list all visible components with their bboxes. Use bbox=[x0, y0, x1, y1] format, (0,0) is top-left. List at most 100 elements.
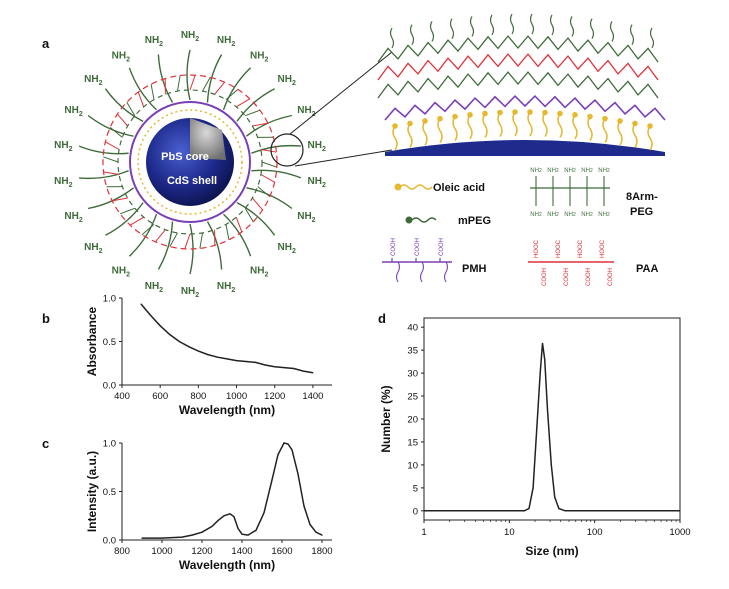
y-tick-label: 30 bbox=[407, 369, 418, 380]
y-axis-label: Intensity (a.u.) bbox=[85, 451, 99, 532]
amine-label: NH2 bbox=[181, 286, 199, 299]
peg-arm bbox=[246, 188, 292, 209]
peg-tail bbox=[571, 16, 574, 36]
pmh-backbone bbox=[385, 96, 665, 120]
x-tick-label: 1200 bbox=[191, 546, 212, 557]
x-axis-label: Size (nm) bbox=[525, 544, 578, 558]
y-tick-label: 20 bbox=[407, 415, 418, 426]
data-point bbox=[141, 538, 142, 539]
shell-label: CdS shell bbox=[167, 175, 217, 187]
peg8-amine-label: NH2 bbox=[547, 168, 559, 174]
amine-label: NH2 bbox=[297, 211, 315, 224]
peg-tail bbox=[511, 14, 514, 34]
data-point bbox=[150, 315, 151, 316]
peg-arm bbox=[129, 214, 156, 256]
y-tick-label: 0.0 bbox=[103, 381, 116, 392]
legend-paa: PAA bbox=[636, 263, 658, 275]
data-point bbox=[283, 442, 284, 443]
x-tick-label: 1400 bbox=[231, 546, 252, 557]
peg-tail bbox=[391, 28, 394, 48]
data-point bbox=[160, 325, 161, 326]
crosslink-tick bbox=[105, 142, 119, 150]
amine-label: NH2 bbox=[308, 176, 326, 189]
peg8-amine-label: NH2 bbox=[564, 212, 576, 218]
data-point bbox=[169, 334, 170, 335]
legend-8arm-peg-line2: PEG bbox=[630, 206, 653, 218]
amine-label: NH2 bbox=[54, 140, 72, 153]
x-tick-label: 800 bbox=[114, 546, 130, 557]
plot-frame bbox=[424, 318, 680, 520]
crosslink-tick bbox=[262, 162, 277, 167]
pmh-tail bbox=[397, 262, 400, 282]
data-point bbox=[554, 496, 555, 497]
y-tick-label: 25 bbox=[407, 392, 418, 403]
legend-mpeg: mPEG bbox=[458, 215, 491, 227]
mpeg-head-icon bbox=[406, 217, 413, 224]
data-point bbox=[544, 359, 545, 360]
crosslink-tick bbox=[155, 230, 165, 242]
schematic-legend: Oleic acid mPEG NH2NH2NH2NH2NH2NH2NH2NH2… bbox=[382, 168, 658, 286]
oleic-acid-icon bbox=[400, 185, 432, 189]
y-tick-label: 1.0 bbox=[103, 294, 116, 305]
data-point bbox=[271, 479, 272, 480]
crosslink-tick bbox=[245, 110, 260, 116]
y-tick-label: 0.5 bbox=[103, 487, 116, 498]
peg-tail bbox=[471, 16, 474, 36]
panel-label-b: b bbox=[42, 311, 50, 326]
peg8-amine-label: NH2 bbox=[547, 212, 559, 218]
data-point bbox=[255, 362, 256, 363]
data-point bbox=[217, 520, 218, 521]
data-point bbox=[321, 535, 322, 536]
data-point bbox=[303, 371, 304, 372]
oleic-acid-head-icon bbox=[395, 184, 402, 191]
oleic-chain bbox=[468, 115, 472, 139]
crosslink-tick bbox=[236, 99, 250, 107]
oleic-head bbox=[527, 109, 533, 115]
crosslink-tick bbox=[120, 208, 135, 214]
legend-pmh: PMH bbox=[462, 263, 487, 275]
data-point bbox=[181, 537, 182, 538]
data-line bbox=[142, 443, 322, 538]
data-point bbox=[179, 341, 180, 342]
x-tick-label: 1000 bbox=[669, 527, 690, 538]
data-point bbox=[229, 513, 230, 514]
data-point bbox=[277, 454, 278, 455]
crosslink-tick bbox=[190, 75, 195, 90]
pmh-tail bbox=[445, 262, 448, 282]
oleic-chain bbox=[618, 121, 622, 145]
data-point bbox=[237, 528, 238, 529]
y-tick-label: 5 bbox=[413, 483, 418, 494]
x-tick-label: 1600 bbox=[271, 546, 292, 557]
data-point bbox=[188, 346, 189, 347]
data-point bbox=[312, 372, 313, 373]
data-point bbox=[533, 487, 534, 488]
oleic-chain bbox=[573, 115, 577, 139]
polymer-chain bbox=[378, 36, 658, 62]
oleic-head bbox=[512, 109, 518, 115]
data-point bbox=[161, 538, 162, 539]
oleic-head bbox=[392, 123, 398, 129]
x-tick-label: 1800 bbox=[311, 546, 332, 557]
amine-label: NH2 bbox=[278, 74, 296, 87]
peg-tail bbox=[611, 21, 614, 41]
data-point bbox=[540, 373, 541, 374]
oleic-chain bbox=[558, 113, 562, 137]
x-axis-label: Wavelength (nm) bbox=[179, 558, 275, 572]
data-point bbox=[263, 512, 264, 513]
oleic-head bbox=[422, 118, 428, 124]
paa-label-top: HOOC bbox=[556, 239, 562, 258]
peg-tail bbox=[431, 21, 434, 41]
oleic-head bbox=[632, 121, 638, 127]
amine-label: NH2 bbox=[64, 211, 82, 224]
paa-label-bottom: COOH bbox=[608, 268, 614, 286]
peg8-amine-label: NH2 bbox=[581, 212, 593, 218]
data-point bbox=[198, 351, 199, 352]
amine-label: NH2 bbox=[145, 281, 163, 294]
peg-tail bbox=[531, 14, 534, 34]
data-point bbox=[528, 508, 529, 509]
x-tick-label: 400 bbox=[114, 391, 130, 402]
x-tick-label: 600 bbox=[152, 391, 168, 402]
pmh-tail bbox=[421, 262, 424, 282]
